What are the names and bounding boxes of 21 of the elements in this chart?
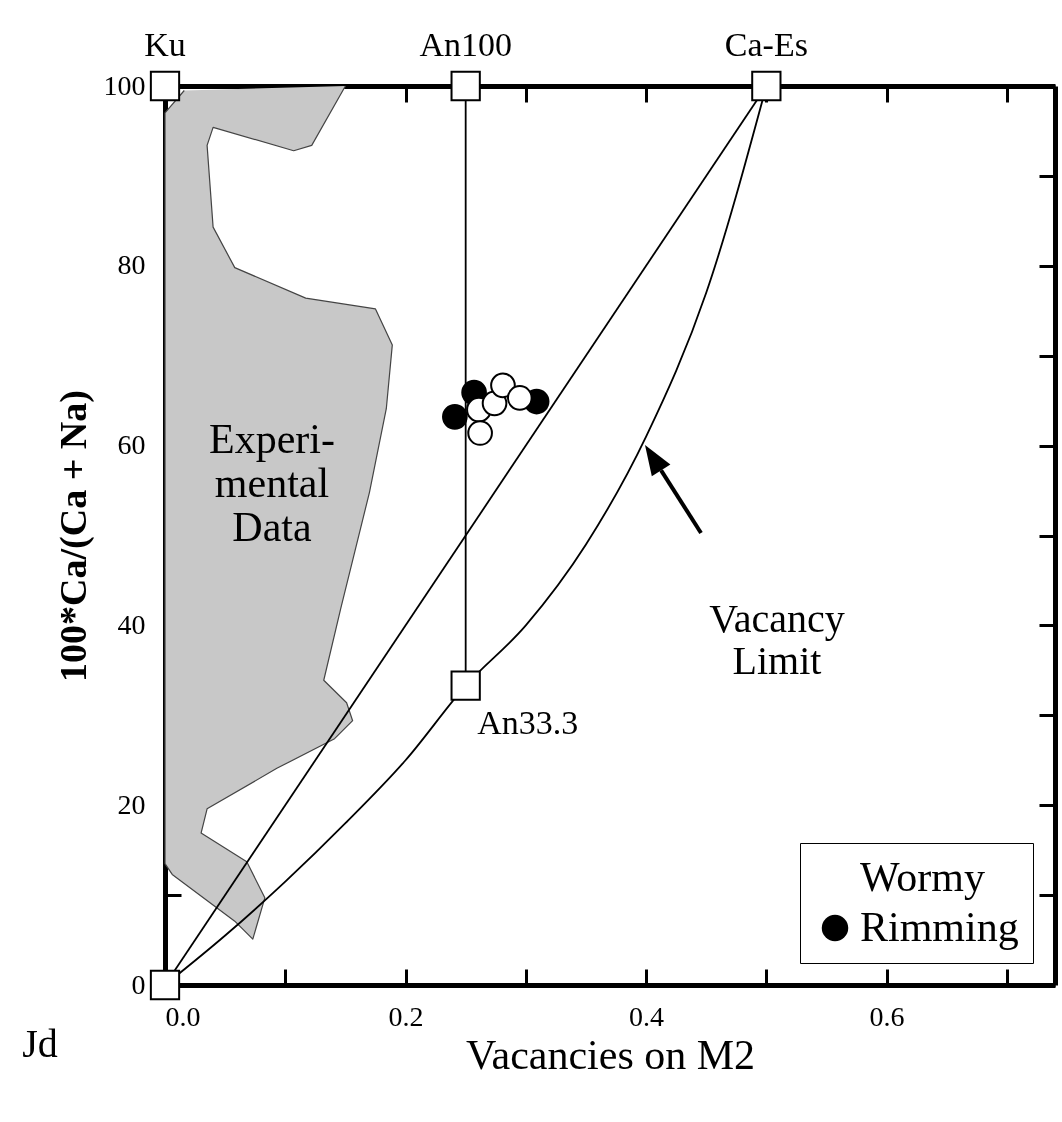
y-tick-label: 0: [131, 968, 146, 1000]
x-tick-label: 0.6: [869, 1000, 905, 1032]
x-tick-label: 0.4: [629, 1000, 665, 1032]
y-tick-label: 80: [117, 249, 146, 281]
annotation: An33.3: [477, 703, 579, 741]
x-tick-label: 0.0: [165, 1000, 201, 1032]
annotation: Jd: [22, 1021, 58, 1066]
y-tick-label: 20: [117, 788, 146, 820]
annotation: Ku: [144, 26, 186, 63]
annotation: Ca-Es: [724, 26, 808, 63]
annotation: An100: [419, 26, 512, 63]
y-tick-label: 60: [117, 429, 146, 461]
annotation: Experi- mental Data: [209, 416, 335, 551]
text: Wormy: [860, 854, 985, 900]
legend-label: Rimming: [860, 904, 1019, 950]
annotation: Vacancy Limit: [709, 596, 845, 683]
y-tick-label: 100: [103, 69, 146, 101]
x-tick-label: 0.2: [388, 1000, 424, 1032]
x-axis-title: Vacancies on M2: [465, 1031, 756, 1078]
y-tick-label: 40: [117, 608, 146, 640]
y-axis-title: 100*Ca/(Ca + Na): [51, 390, 95, 682]
